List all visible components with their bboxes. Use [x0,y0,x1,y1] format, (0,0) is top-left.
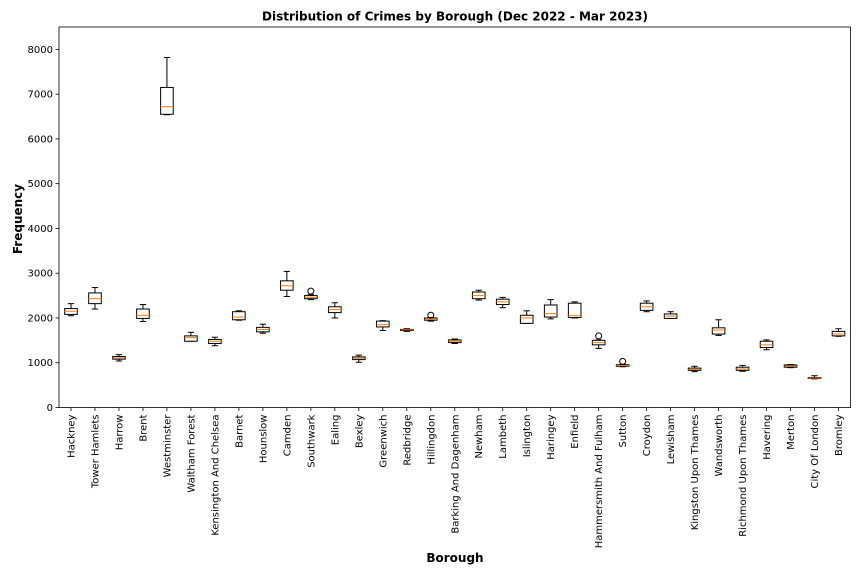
box-group-richmond-upon-thames [735,364,750,372]
x-tick-label: Bexley [354,414,365,448]
box-iqr [543,304,558,318]
box-iqr [567,302,582,319]
x-tick-label: Harrow [114,415,125,451]
x-tick-label: Richmond Upon Thames [738,415,749,537]
box-group-camden [280,270,294,297]
x-tick-label: Islington [522,415,533,458]
x-tick-label: Kensington And Chelsea [210,415,221,536]
box-group-ealing [328,302,342,319]
x-tick-label: Bromley [834,414,845,456]
y-tick-label: 5000 [28,179,53,190]
box-group-havering [759,339,774,351]
y-axis: 0 1000 2000 3000 4000 5000 6000 7000 8000 [28,45,59,414]
y-axis-title: Frequency [11,184,25,254]
box-group-waltham-forest [184,331,198,342]
box-group-islington [519,310,534,324]
box-group-brent [136,304,150,323]
x-tick-label: Merton [786,415,797,450]
box-group-westminster [160,56,174,116]
box-group-barnet [232,310,246,321]
box-iqr [375,320,390,328]
x-tick-label: Hillingdon [426,415,437,465]
box-group-kensington-and-chelsea [208,336,222,347]
x-tick-label: Greenwich [378,415,389,468]
box-group-hillingdon [423,311,438,322]
x-axis: Hackney Tower Hamlets Harrow Brent Westminst… [66,407,845,549]
x-tick-label: Redbridge [402,415,413,466]
x-tick-label: Barnet [234,414,245,447]
y-tick-label: 6000 [28,134,53,145]
box-group-merton [783,364,798,369]
x-tick-label: Ealing [330,415,341,446]
box-marks [64,56,846,380]
y-tick-label: 0 [47,403,53,414]
box-group-wandsworth [711,319,726,336]
box-group-bromley [831,328,846,337]
box-group-haringey [543,299,558,320]
x-tick-label: Hounslow [258,415,269,464]
box-group-barking-and-dagenham [447,338,462,344]
x-tick-label: Barking And Dagenham [450,415,461,534]
x-tick-label: Wandsworth [714,415,725,477]
x-tick-label: Lambeth [498,415,509,459]
box-group-bexley [352,354,366,363]
box-iqr [519,314,534,324]
box-group-kingston-upon-thames [687,365,702,373]
x-tick-label: Hammersmith And Fulham [594,415,605,549]
y-tick-label: 1000 [28,358,53,369]
box-group-greenwich [375,320,390,332]
box-group-sutton [615,357,630,368]
x-tick-label: Enfield [570,415,581,449]
x-axis-title: Borough [426,551,483,565]
x-tick-label: Sutton [618,415,629,448]
x-tick-label: Brent [138,414,149,441]
x-tick-label: City Of London [810,415,821,489]
outlier-point [307,287,315,295]
box-group-hammersmith-and-fulham [591,332,606,349]
y-tick-label: 8000 [28,45,53,56]
box-group-redbridge [399,328,414,332]
box-group-croydon [639,300,654,313]
chart-title: Distribution of Crimes by Borough (Dec 2… [262,10,648,24]
x-tick-label: Kingston Upon Thames [690,415,701,531]
y-tick-label: 2000 [28,313,53,324]
box-group-southwark [304,287,318,301]
box-iqr [184,335,198,342]
box-group-harrow [112,354,126,362]
x-tick-label: Haringey [546,414,557,459]
x-tick-label: Hackney [66,414,77,457]
box-group-lambeth [495,296,510,309]
outlier-point [595,332,603,340]
y-tick-label: 7000 [28,90,53,101]
box-iqr [136,308,150,319]
x-tick-label: Tower Hamlets [90,415,101,490]
y-tick-label: 4000 [28,224,53,235]
x-tick-label: Westminster [162,414,173,478]
box-group-lewisham [663,311,678,319]
box-group-city-of-london [807,375,822,380]
y-tick-label: 3000 [28,269,53,280]
outlier-point [619,357,627,365]
box-iqr [232,311,246,321]
box-iqr [160,86,174,115]
box-iqr [711,327,726,335]
box-group-hounslow [256,323,270,334]
x-tick-label: Newham [474,415,485,459]
box-group-newham [471,289,486,301]
box-group-tower-hamlets [88,287,102,310]
box-group-hackney [64,303,78,317]
x-tick-label: Waltham Forest [186,414,197,492]
x-tick-label: Croydon [642,415,653,457]
x-tick-label: Havering [762,415,773,460]
outlier-point [427,311,435,319]
box-group-enfield [567,301,582,319]
x-tick-label: Lewisham [666,415,677,465]
x-tick-label: Camden [282,415,293,457]
x-tick-label: Southwark [306,414,317,467]
